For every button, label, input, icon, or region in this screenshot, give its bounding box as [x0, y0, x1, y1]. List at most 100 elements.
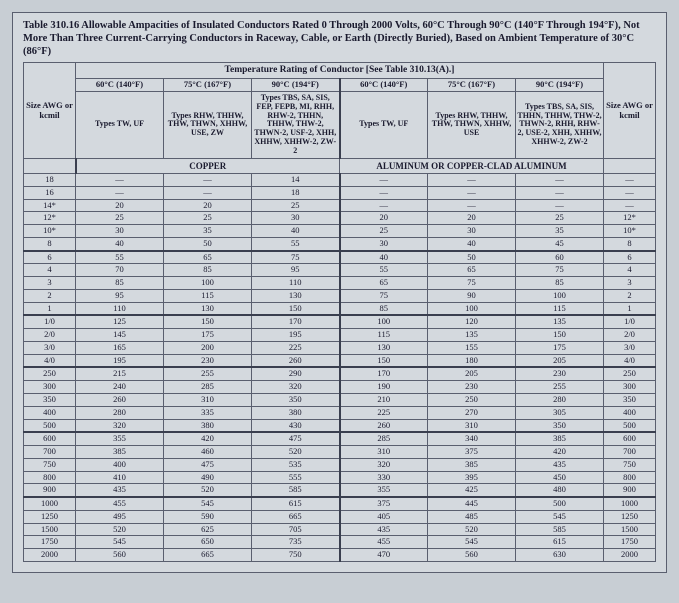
- ampacity-cell: 705: [252, 523, 340, 536]
- ampacity-cell: 30: [252, 212, 340, 225]
- table-row: 10004555456153754455001000: [24, 497, 656, 510]
- size-cell-right: 2: [604, 289, 656, 302]
- ampacity-cell: 55: [252, 237, 340, 250]
- ampacity-cell: 205: [516, 354, 604, 367]
- table-row: 12*25253020202512*: [24, 212, 656, 225]
- ampacity-cell: 75: [428, 277, 516, 290]
- size-cell: 800: [24, 471, 76, 484]
- size-cell: 250: [24, 367, 76, 380]
- ampacity-cell: 520: [252, 446, 340, 459]
- ampacity-cell: 260: [340, 419, 428, 432]
- ampacity-cell: —: [516, 173, 604, 186]
- table-row: 1/01251501701001201351/0: [24, 315, 656, 328]
- ampacity-cell: 310: [428, 419, 516, 432]
- ampacity-cell: 385: [76, 446, 164, 459]
- ampacity-cell: 70: [76, 264, 164, 277]
- ampacity-cell: 100: [340, 315, 428, 328]
- ampacity-cell: 450: [516, 471, 604, 484]
- ampacity-cell: 430: [252, 419, 340, 432]
- ampacity-cell: —: [516, 199, 604, 212]
- ampacity-cell: 335: [164, 406, 252, 419]
- types-col-5: Types TBS, SA, SIS, THHN, THHW, THW-2, T…: [516, 92, 604, 159]
- ampacity-cell: 435: [340, 523, 428, 536]
- size-cell-right: 12*: [604, 212, 656, 225]
- ampacity-cell: 120: [428, 315, 516, 328]
- ampacity-cell: 65: [164, 251, 252, 264]
- ampacity-cell: 150: [252, 302, 340, 315]
- temp-col-4: 75°C (167°F): [428, 79, 516, 92]
- ampacity-cell: 40: [340, 251, 428, 264]
- ampacity-cell: 385: [428, 458, 516, 471]
- size-cell-right: 600: [604, 432, 656, 445]
- ampacity-cell: 435: [516, 458, 604, 471]
- size-cell-right: 4/0: [604, 354, 656, 367]
- size-cell: 400: [24, 406, 76, 419]
- ampacity-cell: 75: [252, 251, 340, 264]
- ampacity-cell: 215: [76, 367, 164, 380]
- table-row: 3/01652002251301551753/0: [24, 341, 656, 354]
- types-col-4: Types RHW, THHW, THW, THWN, XHHW, USE: [428, 92, 516, 159]
- ampacity-cell: 355: [340, 484, 428, 497]
- ampacity-cell: 255: [164, 367, 252, 380]
- ampacity-cell: 170: [252, 315, 340, 328]
- ampacity-cell: 625: [164, 523, 252, 536]
- size-cell-right: 6: [604, 251, 656, 264]
- ampacity-cell: 25: [516, 212, 604, 225]
- ampacity-cell: 585: [516, 523, 604, 536]
- ampacity-cell: 75: [340, 289, 428, 302]
- table-row: 700385460520310375420700: [24, 446, 656, 459]
- ampacity-cell: 20: [76, 199, 164, 212]
- size-cell: 750: [24, 458, 76, 471]
- table-row: 3851001106575853: [24, 277, 656, 290]
- ampacity-cell: 615: [252, 497, 340, 510]
- ampacity-cell: 455: [76, 497, 164, 510]
- material-copper: COPPER: [76, 158, 340, 173]
- ampacity-cell: 100: [516, 289, 604, 302]
- ampacity-cell: —: [516, 186, 604, 199]
- ampacity-cell: 545: [428, 536, 516, 549]
- table-row: 47085955565754: [24, 264, 656, 277]
- size-cell: 1/0: [24, 315, 76, 328]
- size-cell: 3/0: [24, 341, 76, 354]
- types-col-0: Types TW, UF: [76, 92, 164, 159]
- ampacity-cell: 355: [76, 432, 164, 445]
- table-row: 17505456507354555456151750: [24, 536, 656, 549]
- ampacity-cell: 110: [252, 277, 340, 290]
- ampacity-cell: 205: [428, 367, 516, 380]
- ampacity-cell: 250: [428, 394, 516, 407]
- ampacity-cell: 175: [164, 329, 252, 342]
- ampacity-cell: 375: [340, 497, 428, 510]
- ampacity-cell: 585: [252, 484, 340, 497]
- ampacity-cell: 320: [252, 381, 340, 394]
- ampacity-cell: 230: [164, 354, 252, 367]
- size-cell-right: 350: [604, 394, 656, 407]
- size-cell: 4/0: [24, 354, 76, 367]
- table-row: 750400475535320385435750: [24, 458, 656, 471]
- size-cell: 2/0: [24, 329, 76, 342]
- table-row: 65565754050606: [24, 251, 656, 264]
- ampacity-cell: 395: [428, 471, 516, 484]
- table-row: 10*30354025303510*: [24, 225, 656, 238]
- table-row: 20005606657504705606302000: [24, 549, 656, 562]
- ampacity-cell: 130: [164, 302, 252, 315]
- ampacity-cell: 145: [76, 329, 164, 342]
- ampacity-cell: 115: [516, 302, 604, 315]
- ampacity-cell: 560: [428, 549, 516, 562]
- ampacity-cell: 255: [516, 381, 604, 394]
- ampacity-cell: 240: [76, 381, 164, 394]
- ampacity-cell: —: [428, 199, 516, 212]
- ampacity-cell: 130: [252, 289, 340, 302]
- size-cell-right: 1250: [604, 510, 656, 523]
- table-row: 2/01451751951151351502/0: [24, 329, 656, 342]
- ampacity-cell: 100: [428, 302, 516, 315]
- ampacity-cell: 545: [164, 497, 252, 510]
- ampacity-cell: 385: [516, 432, 604, 445]
- ampacity-cell: 40: [428, 237, 516, 250]
- ampacity-cell: 535: [252, 458, 340, 471]
- ampacity-table: Size AWG or kcmil Temperature Rating of …: [23, 62, 656, 562]
- ampacity-cell: 280: [516, 394, 604, 407]
- ampacity-cell: 425: [428, 484, 516, 497]
- table-row: 800410490555330395450800: [24, 471, 656, 484]
- ampacity-cell: 230: [428, 381, 516, 394]
- ampacity-cell: 445: [428, 497, 516, 510]
